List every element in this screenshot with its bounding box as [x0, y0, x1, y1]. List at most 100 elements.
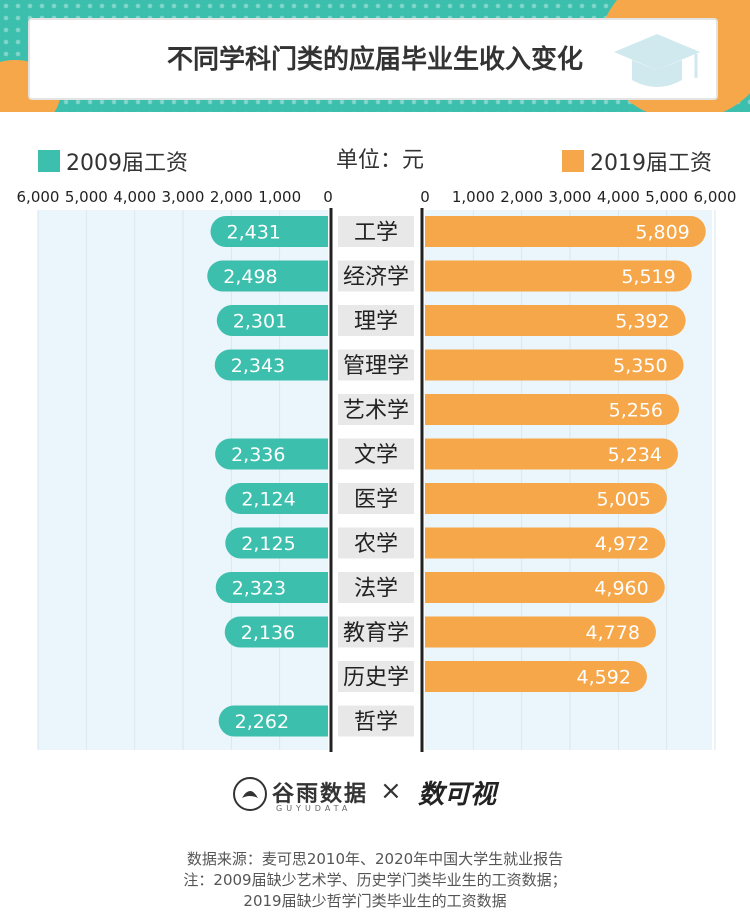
bar-2019: [425, 349, 684, 381]
category-label: 文学: [354, 443, 398, 468]
bar-2009-label: 2,323: [232, 578, 286, 600]
right-tick-label: 2,000: [500, 188, 543, 206]
bar-2009-label: 2,125: [241, 533, 295, 555]
category-box: [338, 438, 414, 470]
bar-2009-label: 2,136: [241, 622, 295, 644]
brand-guyu: 谷雨数据: [272, 782, 369, 807]
bar-2009-label: 2,262: [235, 711, 289, 733]
category-label: 法学: [354, 577, 398, 602]
graduation-cap-icon: [614, 34, 700, 87]
bar-2019-label: 5,350: [613, 355, 667, 377]
bar-2019: [425, 661, 647, 692]
bar-2009: [218, 705, 328, 737]
bar-2009: [215, 438, 328, 470]
category-label: 工学: [354, 221, 398, 246]
bar-2019: [425, 260, 692, 292]
category-label: 教育学: [343, 621, 409, 646]
chart-title: 不同学科门类的应届毕业生收入变化: [166, 45, 583, 75]
right-tick-label: 4,000: [597, 188, 640, 206]
bar-2019-label: 4,972: [595, 533, 649, 555]
left-tick-label: 4,000: [113, 188, 156, 206]
category-label: 经济学: [343, 265, 409, 290]
bar-2009: [215, 572, 328, 603]
category-box: [338, 305, 414, 336]
category-box: [338, 527, 414, 559]
source-line-2: 注：2009届缺少艺术学、历史学门类毕业生的工资数据；: [183, 871, 567, 889]
bar-2009-label: 2,124: [241, 489, 295, 511]
bar-2019-label: 5,392: [615, 311, 669, 333]
footer-logos: 谷雨数据 GUYUDATA × 数可视: [0, 770, 750, 820]
legend-swatch-teal: [38, 150, 60, 172]
bar-2019-label: 5,519: [621, 266, 675, 288]
category-label: 艺术学: [343, 399, 409, 424]
title-card: 不同学科门类的应届毕业生收入变化: [28, 18, 718, 100]
bar-2019-label: 5,809: [635, 222, 689, 244]
bar-2019: [425, 483, 667, 514]
bar-2009-label: 2,301: [233, 311, 287, 333]
legend-swatch-orange: [562, 150, 584, 172]
bar-2019-label: 4,960: [594, 578, 648, 600]
left-tick-label: 5,000: [65, 188, 108, 206]
right-tick-label: 3,000: [549, 188, 592, 206]
category-box: [338, 705, 414, 737]
bar-2009: [224, 616, 328, 648]
bar-2019: [425, 216, 706, 247]
bar-2019: [425, 527, 666, 559]
left-tick-label: 2,000: [210, 188, 253, 206]
category-box: [338, 572, 414, 603]
brand-shukeshi: 数可视: [418, 780, 497, 810]
category-box: [338, 349, 414, 381]
bar-2009: [225, 527, 328, 559]
bar-2019-label: 4,592: [577, 667, 631, 689]
category-box: [338, 661, 414, 692]
right-tick-label: 5,000: [645, 188, 688, 206]
right-tick-label: 6,000: [694, 188, 737, 206]
category-label: 历史学: [343, 666, 409, 691]
right-tick-label: 0: [420, 188, 430, 206]
bar-2009: [210, 216, 328, 247]
category-box: [338, 616, 414, 648]
left-tick-label: 0: [323, 188, 333, 206]
legend-2009-label: 2009届工资: [66, 151, 188, 176]
bar-2009-label: 2,498: [223, 266, 277, 288]
bar-2019: [425, 394, 680, 425]
unit-label: 单位：元: [335, 148, 424, 173]
brand-guyu-sub: GUYUDATA: [276, 804, 352, 813]
bar-2019: [425, 305, 686, 336]
bar-2019-label: 4,778: [586, 622, 640, 644]
category-label: 农学: [354, 532, 398, 557]
times-symbol: ×: [380, 776, 402, 806]
category-box: [338, 216, 414, 247]
guyu-logo-icon: [233, 777, 267, 811]
bar-2019-label: 5,256: [609, 400, 663, 422]
category-box: [338, 260, 414, 292]
left-tick-label: 1,000: [258, 188, 301, 206]
source-line-3: 2019届缺少哲学门类毕业生的工资数据: [243, 892, 507, 910]
bar-2019: [425, 438, 678, 470]
bar-2019-label: 5,005: [597, 489, 651, 511]
bar-2019-label: 5,234: [608, 444, 662, 466]
bar-2009: [225, 483, 328, 514]
butterfly-chart: 6,000 5,000 4,000 3,000 2,000 1,000 0 0 1,000 2,0…: [17, 188, 737, 752]
source-line-1: 数据来源：麦可思2010年、2020年中国大学生就业报告: [186, 850, 564, 868]
bar-2009: [214, 349, 328, 381]
legend-2019-label: 2019届工资: [590, 151, 712, 176]
bar-2009-label: 2,343: [231, 355, 285, 377]
left-tick-label: 6,000: [17, 188, 60, 206]
category-box: [338, 483, 414, 514]
right-tick-label: 1,000: [452, 188, 495, 206]
category-box: [338, 394, 414, 425]
bar-2019: [425, 572, 665, 603]
category-label: 理学: [354, 310, 398, 335]
bar-2009-label: 2,336: [231, 444, 285, 466]
category-label: 哲学: [354, 710, 398, 735]
bar-2009: [216, 305, 328, 336]
left-tick-label: 3,000: [162, 188, 205, 206]
category-label: 管理学: [343, 354, 409, 379]
bar-2009-label: 2,431: [227, 222, 281, 244]
bar-2009: [207, 260, 328, 292]
category-label: 医学: [354, 488, 398, 513]
legend-2009: 2009届工资: [38, 146, 188, 176]
legend-2019: 2019届工资: [562, 146, 712, 176]
bar-2019: [425, 616, 656, 648]
